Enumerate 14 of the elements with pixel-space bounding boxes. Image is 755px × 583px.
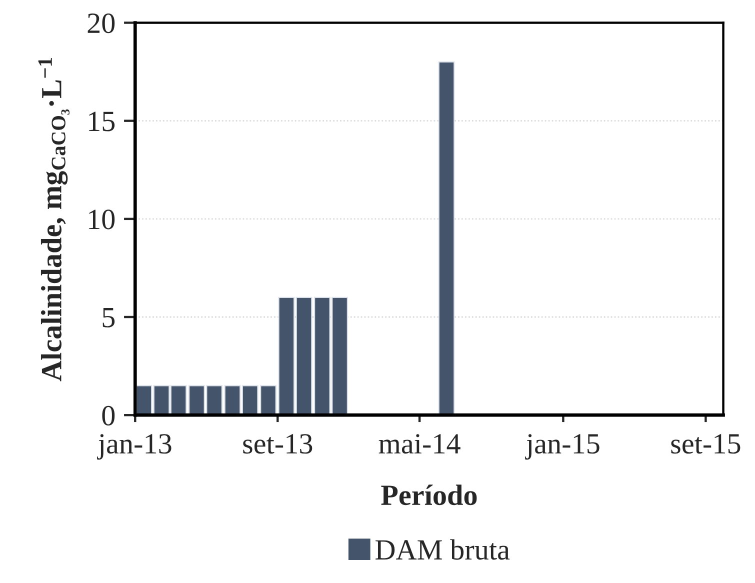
bar <box>438 61 455 416</box>
y-tick-label: 10 <box>89 210 115 230</box>
x-tick-label: set-13 <box>243 434 312 454</box>
x-axis-title: Período <box>381 484 477 506</box>
y-tick-label: 15 <box>89 112 115 132</box>
legend-label: DAM bruta <box>376 539 510 560</box>
y-axis-title: Alcalinidade, mg$_{CaCO₃}$·L$^{−1}$ <box>38 58 70 382</box>
y-tick-label: 20 <box>88 13 115 34</box>
x-tick-label: jan-15 <box>525 434 600 460</box>
x-tick-label: mai-14 <box>378 434 460 454</box>
x-tick-label: jan-13 <box>97 434 172 460</box>
x-tick-label: set-15 <box>671 434 740 454</box>
y-tick-label: 0 <box>102 406 115 426</box>
y-tick-label: 5 <box>102 308 115 328</box>
